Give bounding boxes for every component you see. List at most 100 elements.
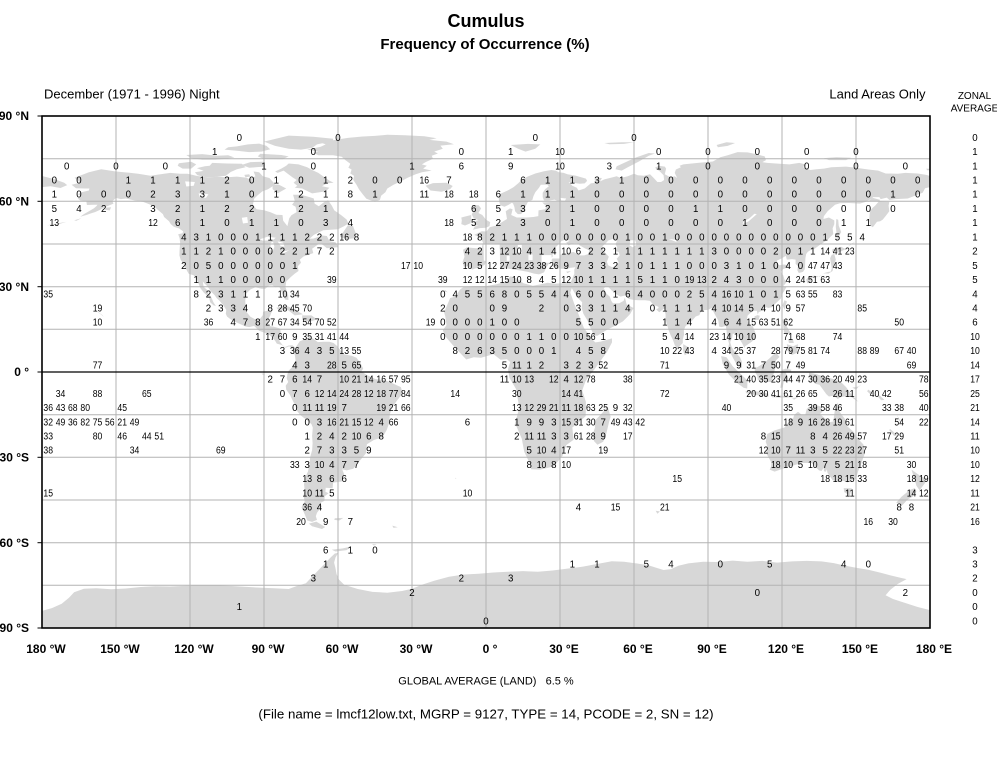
- svg-text:4: 4: [724, 275, 730, 286]
- svg-text:15: 15: [672, 474, 682, 485]
- svg-text:8: 8: [527, 460, 532, 471]
- svg-text:55: 55: [352, 346, 362, 357]
- svg-text:11: 11: [302, 403, 312, 414]
- svg-text:0: 0: [724, 232, 730, 243]
- svg-text:10: 10: [561, 460, 571, 471]
- svg-text:1: 1: [514, 232, 519, 243]
- svg-text:25: 25: [598, 403, 608, 414]
- svg-text:12: 12: [574, 375, 584, 386]
- svg-text:0: 0: [551, 232, 557, 243]
- svg-text:4: 4: [972, 304, 978, 315]
- svg-text:0: 0: [903, 161, 909, 172]
- svg-text:Cumulus: Cumulus: [447, 11, 524, 31]
- svg-text:21: 21: [339, 417, 349, 428]
- svg-text:63: 63: [820, 275, 830, 286]
- svg-text:25: 25: [970, 389, 980, 400]
- svg-text:12: 12: [315, 389, 325, 400]
- svg-text:32: 32: [43, 417, 53, 428]
- svg-text:0: 0: [798, 232, 804, 243]
- svg-text:46: 46: [833, 403, 843, 414]
- svg-text:19: 19: [327, 403, 337, 414]
- svg-text:1: 1: [650, 247, 655, 258]
- svg-text:0: 0: [761, 275, 767, 286]
- svg-text:0: 0: [527, 346, 533, 357]
- svg-text:33: 33: [857, 474, 867, 485]
- svg-text:0: 0: [656, 147, 662, 158]
- svg-text:2: 2: [459, 574, 464, 585]
- svg-text:6: 6: [366, 432, 371, 443]
- svg-text:0: 0: [514, 318, 520, 329]
- svg-text:60 °E: 60 °E: [623, 642, 652, 656]
- svg-text:1: 1: [292, 261, 297, 272]
- svg-text:18: 18: [463, 232, 473, 243]
- svg-text:9: 9: [527, 417, 532, 428]
- svg-text:80: 80: [80, 403, 90, 414]
- svg-text:4: 4: [712, 318, 718, 329]
- svg-text:0: 0: [218, 261, 224, 272]
- svg-text:0: 0: [163, 161, 169, 172]
- svg-text:0: 0: [668, 176, 674, 187]
- svg-text:1: 1: [687, 247, 692, 258]
- svg-text:0: 0: [533, 133, 539, 144]
- svg-text:3: 3: [150, 204, 155, 215]
- svg-text:88: 88: [93, 389, 103, 400]
- svg-text:45: 45: [117, 403, 127, 414]
- svg-text:1: 1: [305, 247, 310, 258]
- svg-text:Frequency of Occurrence (%): Frequency of Occurrence (%): [380, 36, 589, 53]
- svg-text:3: 3: [218, 289, 223, 300]
- svg-text:16: 16: [808, 417, 818, 428]
- svg-text:11: 11: [561, 403, 571, 414]
- svg-text:17: 17: [970, 375, 980, 386]
- svg-text:5: 5: [477, 289, 482, 300]
- svg-text:3: 3: [588, 261, 593, 272]
- svg-text:3: 3: [972, 545, 977, 556]
- svg-text:5: 5: [527, 289, 532, 300]
- svg-text:12: 12: [500, 247, 510, 258]
- svg-text:72: 72: [660, 389, 670, 400]
- svg-text:22: 22: [672, 346, 682, 357]
- svg-text:11: 11: [420, 190, 430, 201]
- svg-text:12: 12: [364, 417, 374, 428]
- svg-text:23: 23: [857, 375, 867, 386]
- svg-text:34: 34: [722, 346, 732, 357]
- svg-text:0: 0: [742, 176, 748, 187]
- svg-text:0: 0: [594, 190, 600, 201]
- svg-text:30 °E: 30 °E: [549, 642, 578, 656]
- svg-text:0: 0: [693, 176, 699, 187]
- svg-text:6: 6: [477, 346, 482, 357]
- svg-text:11: 11: [500, 375, 510, 386]
- svg-text:10: 10: [808, 460, 818, 471]
- svg-text:1: 1: [736, 261, 741, 272]
- svg-text:15: 15: [561, 417, 571, 428]
- svg-text:23: 23: [524, 261, 534, 272]
- svg-text:1: 1: [520, 190, 525, 201]
- svg-text:70: 70: [315, 318, 325, 329]
- svg-text:54: 54: [894, 417, 904, 428]
- svg-text:66: 66: [389, 417, 399, 428]
- svg-text:4: 4: [576, 346, 582, 357]
- svg-text:29: 29: [894, 432, 904, 443]
- svg-text:2: 2: [465, 346, 470, 357]
- svg-text:21: 21: [845, 460, 855, 471]
- svg-text:13: 13: [697, 275, 707, 286]
- svg-text:14: 14: [820, 247, 830, 258]
- svg-text:6: 6: [342, 474, 347, 485]
- svg-text:6: 6: [305, 389, 310, 400]
- svg-text:0: 0: [755, 147, 761, 158]
- svg-text:36: 36: [43, 403, 53, 414]
- svg-text:30 °S: 30 °S: [0, 451, 29, 465]
- svg-text:0: 0: [397, 176, 403, 187]
- svg-text:5: 5: [798, 460, 803, 471]
- svg-text:31: 31: [574, 417, 584, 428]
- svg-text:0: 0: [705, 147, 711, 158]
- svg-text:4: 4: [841, 560, 847, 571]
- svg-text:10: 10: [734, 289, 744, 300]
- svg-text:21: 21: [549, 403, 559, 414]
- svg-text:30: 30: [888, 517, 898, 528]
- svg-text:5: 5: [638, 275, 643, 286]
- svg-text:3: 3: [564, 360, 569, 371]
- svg-text:10: 10: [537, 446, 547, 457]
- svg-text:3: 3: [520, 218, 525, 229]
- svg-text:34: 34: [56, 389, 66, 400]
- svg-text:5: 5: [972, 275, 977, 286]
